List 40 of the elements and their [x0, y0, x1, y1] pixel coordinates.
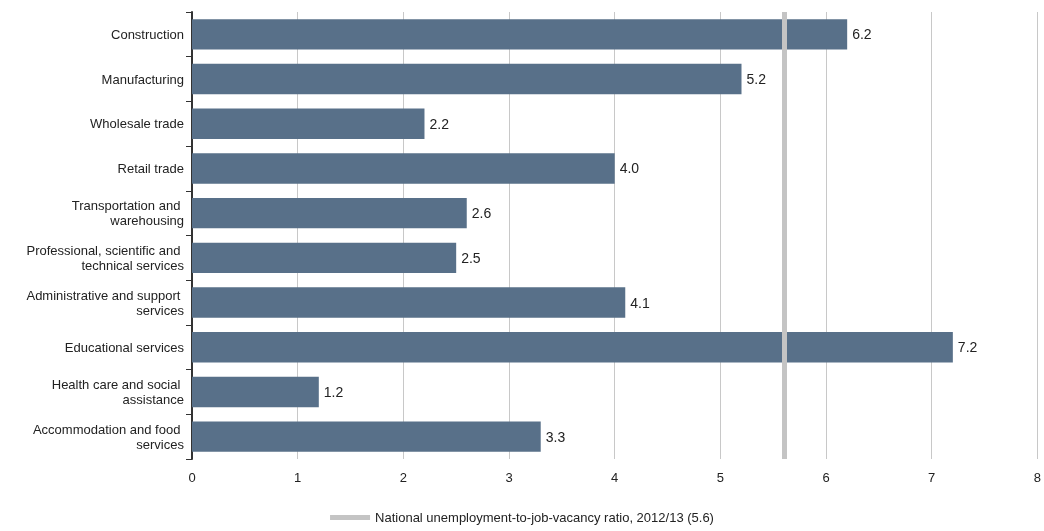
x-tick-label: 1: [294, 470, 302, 485]
data-label: 6.2: [852, 26, 872, 43]
data-label: 2.5: [461, 249, 481, 266]
y-tick-label: Health care and social assistance: [51, 376, 184, 407]
bar: [192, 421, 541, 452]
x-tick-label: 7: [928, 470, 936, 485]
bar: [192, 19, 848, 50]
bar: [192, 287, 626, 318]
data-label: 4.0: [619, 160, 640, 177]
y-tick-label: Retail trade: [117, 160, 184, 176]
bar: [192, 376, 319, 408]
x-tick-label: 2: [399, 470, 407, 485]
data-label: 2.2: [429, 115, 450, 132]
y-tick-label: Transportation and warehousing: [71, 198, 184, 229]
data-label: 7.2: [957, 339, 978, 356]
bar: [192, 197, 467, 229]
bar: [192, 332, 953, 363]
x-tick-label: 3: [505, 470, 513, 485]
bar: [192, 153, 615, 184]
x-tick-label: 5: [716, 470, 724, 485]
y-tick-label: Professional, scientific and technical services: [26, 242, 185, 273]
bar: [192, 242, 457, 274]
bar: [192, 108, 425, 139]
bar: [192, 63, 742, 95]
x-tick-label: 4: [611, 470, 619, 485]
data-label: 2.6: [471, 205, 492, 222]
y-tick-label: Accommodation and food services: [32, 421, 185, 452]
data-label: 4.1: [630, 294, 650, 311]
data-label: 3.3: [545, 428, 566, 445]
x-tick-label: 0: [188, 470, 196, 485]
legend-label: National unemployment-to-job-vacancy ratio, 2012/13 (5.6): [375, 510, 714, 525]
data-label: 5.2: [746, 71, 767, 88]
y-tick-label: Educational services: [64, 339, 185, 355]
x-tick-label: 6: [822, 470, 830, 485]
x-tick-label: 8: [1033, 470, 1041, 485]
y-tick-label: Construction: [111, 26, 184, 42]
y-tick-label: Manufacturing: [101, 71, 184, 87]
y-tick-label: Administrative and support services: [26, 287, 185, 318]
y-tick-label: Wholesale trade: [90, 116, 184, 132]
data-label: 1.2: [323, 383, 344, 400]
